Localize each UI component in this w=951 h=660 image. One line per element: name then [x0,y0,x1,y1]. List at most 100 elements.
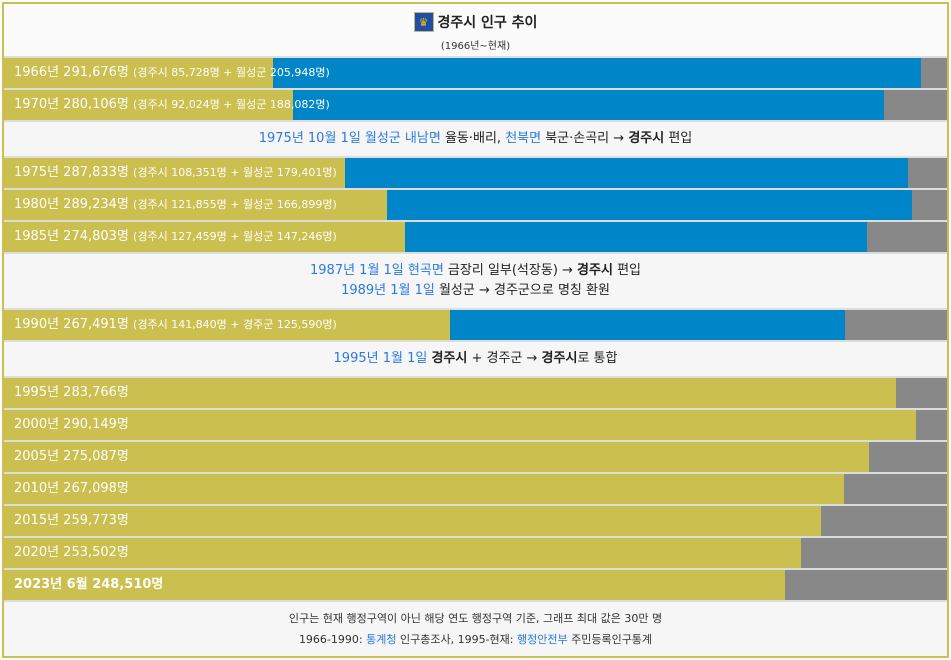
bar-city-segment [4,222,405,252]
bar-total-label: 2000년 290,149명 [14,417,129,432]
chart-footer: 인구는 현재 행정구역이 아닌 해당 연도 행정구역 기준, 그래프 최대 값은… [4,602,947,650]
population-bar-row: 1995년 283,766명 [4,378,947,410]
gyeongju-emblem-icon: ♛ [413,12,434,32]
bar-city-segment [4,58,274,88]
note-text: 북군·손곡리 → [541,131,629,146]
population-bar-row: 1980년 289,234명 (경주시 121,855명 + 월성군 166,8… [4,190,947,222]
bar-label: 2015년 259,773명 [14,506,129,536]
bar-label: 1975년 287,833명 (경주시 108,351명 + 월성군 179,4… [14,158,337,188]
note-text: 경주시 [431,351,468,366]
chart-title: ♛ 경주시 인구 추이 [4,4,947,32]
bar-total-label: 1990년 267,491명 [14,317,129,332]
bar-county-segment [344,158,909,188]
bar-label: 1966년 291,676명 (경주시 85,728명 + 월성군 205,94… [14,58,330,88]
note-link[interactable]: 천북면 [505,131,542,146]
bar-label: 2005년 275,087명 [14,442,129,472]
bar-breakdown-label: (경주시 85,728명 + 월성군 205,948명) [133,66,330,79]
bar-city-segment [4,90,294,120]
population-bar-row: 2005년 275,087명 [4,442,947,474]
bar-label: 1980년 289,234명 (경주시 121,855명 + 월성군 166,8… [14,190,337,220]
note-text: 1966-1990: [298,633,367,646]
bar-breakdown-label: (경주시 121,855명 + 월성군 166,899명) [133,198,337,211]
bar-city-segment [4,538,801,568]
note-link[interactable]: 행정안전부 [516,633,568,646]
admin-change-note: 1995년 1월 1일 경주시 + 경주군 → 경주시로 통합 [4,342,947,378]
bar-total-label: 2015년 259,773명 [14,513,129,528]
population-bar-row: 2020년 253,502명 [4,538,947,570]
bar-total-label: 1980년 289,234명 [14,197,129,212]
note-text: 편입 [664,131,693,146]
bar-breakdown-label: (경주시 108,351명 + 월성군 179,401명) [133,166,337,179]
population-bar-row: 1990년 267,491명 (경주시 141,840명 + 경주군 125,5… [4,310,947,342]
note-line: 1989년 1월 1일 월성군 → 경주군으로 명칭 환원 [4,281,947,301]
note-text: 금장리 일부(석장동) → [443,263,578,278]
bar-city-segment [4,506,821,536]
bar-total-label: 1966년 291,676명 [14,65,129,80]
footer-sources: 1966-1990: 통계청 인구총조사, 1995-현재: 행정안전부 주민등… [4,629,947,650]
population-bar-row: 1975년 287,833명 (경주시 108,351명 + 월성군 179,4… [4,158,947,190]
note-text: 편입 [612,263,641,278]
population-bar-row: 1966년 291,676명 (경주시 85,728명 + 월성군 205,94… [4,58,947,90]
bar-label: 2020년 253,502명 [14,538,129,568]
note-text: 주민등록인구통계 [567,633,653,646]
note-text: 경주시 [628,131,665,146]
bar-breakdown-label: (경주시 92,024명 + 월성군 188,082명) [133,98,330,111]
bar-city-segment [4,570,786,600]
note-line: 1987년 1월 1일 현곡면 금장리 일부(석장동) → 경주시 편입 [4,261,947,281]
population-bar-row: 2015년 259,773명 [4,506,947,538]
title-text: 경주시 인구 추이 [437,15,538,31]
note-link[interactable]: 1995년 1월 1일 [333,351,428,366]
bar-total-label: 2010년 267,098명 [14,481,129,496]
bar-breakdown-label: (경주시 141,840명 + 경주군 125,590명) [133,318,337,331]
bar-total-label: 2005년 275,087명 [14,449,129,464]
bar-county-segment [273,58,921,88]
population-bar-row: 2010년 267,098명 [4,474,947,506]
bar-total-label: 2023년 6월 248,510명 [14,577,164,592]
note-text: 인구총조사, 1995-현재: [396,633,517,646]
note-text: + 경주군 → [467,351,542,366]
bar-label: 2010년 267,098명 [14,474,129,504]
bar-county-segment [449,310,845,340]
bar-label: 2023년 6월 248,510명 [14,570,163,600]
population-bar-row: 2023년 6월 248,510명 [4,570,947,602]
bar-label: 1985년 274,803명 (경주시 127,459명 + 월성군 147,2… [14,222,337,252]
bar-city-segment [4,310,450,340]
bar-county-segment [293,90,885,120]
bar-county-segment [387,190,912,220]
note-text: 경주시 [577,263,613,278]
bar-county-segment [404,222,868,252]
note-line: 1975년 10월 1일 월성군 내남면 율동·배리, 천북면 북군·손곡리 →… [4,129,947,149]
footer-note: 인구는 현재 행정구역이 아닌 해당 연도 행정구역 기준, 그래프 최대 값은… [288,612,663,625]
note-text: 월성군 → 경주군으로 명칭 환원 [434,283,610,298]
admin-change-note: 1987년 1월 1일 현곡면 금장리 일부(석장동) → 경주시 편입 1989… [4,254,947,310]
bar-total-label: 1985년 274,803명 [14,229,129,244]
population-bar-row: 1985년 274,803명 (경주시 127,459명 + 월성군 147,2… [4,222,947,254]
bar-total-label: 2020년 253,502명 [14,545,129,560]
bar-total-label: 1970년 280,106명 [14,97,129,112]
bar-total-label: 1995년 283,766명 [14,385,129,400]
population-bar-row: 1970년 280,106명 (경주시 92,024명 + 월성군 188,08… [4,90,947,122]
bar-city-segment [4,190,388,220]
bar-label: 1970년 280,106명 (경주시 92,024명 + 월성군 188,08… [14,90,330,120]
note-link[interactable]: 1987년 1월 1일 현곡면 [310,263,444,278]
bar-city-segment [4,442,869,472]
note-line: 1995년 1월 1일 경주시 + 경주군 → 경주시로 통합 [4,349,947,369]
bar-label: 1990년 267,491명 (경주시 141,840명 + 경주군 125,5… [14,310,337,340]
note-text: 율동·배리, [440,131,506,146]
note-link[interactable]: 1975년 10월 1일 월성군 내남면 [258,131,441,146]
bar-city-segment [4,410,917,440]
note-link[interactable]: 통계청 [366,633,397,646]
bar-total-label: 1975년 287,833명 [14,165,129,180]
bar-breakdown-label: (경주시 127,459명 + 월성군 147,246명) [133,230,337,243]
admin-change-note: 1975년 10월 1일 월성군 내남면 율동·배리, 천북면 북군·손곡리 →… [4,122,947,158]
chart-rows: 1966년 291,676명 (경주시 85,728명 + 월성군 205,94… [4,58,947,602]
population-bar-row: 2000년 290,149명 [4,410,947,442]
note-link[interactable]: 1989년 1월 1일 [341,283,435,298]
note-text: 경주시 [541,351,578,366]
chart-subtitle: (1966년~현재) [440,41,511,52]
note-text: 로 통합 [577,351,618,366]
bar-label: 2000년 290,149명 [14,410,129,440]
bar-city-segment [4,378,896,408]
bar-city-segment [4,158,345,188]
